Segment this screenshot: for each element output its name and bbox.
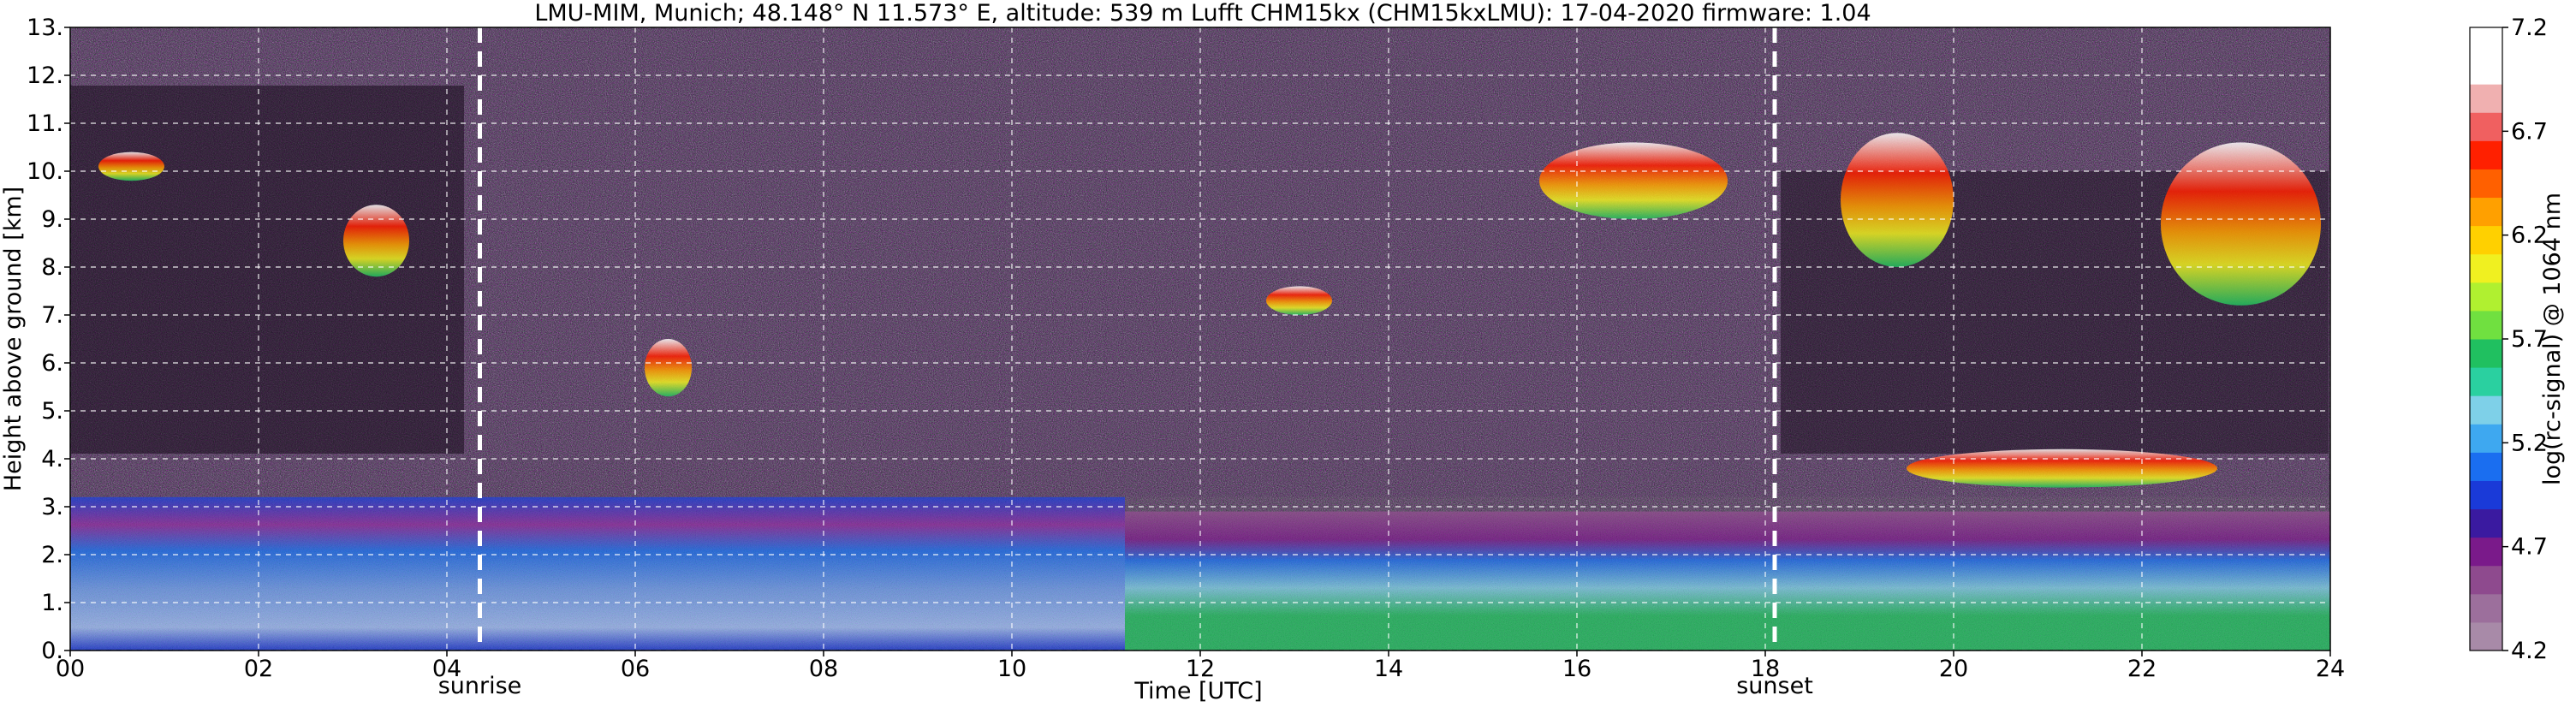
- x-tick-label: 02: [244, 656, 273, 682]
- x-tick-label: 12: [1186, 656, 1215, 682]
- y-tick-label: 7.: [41, 302, 63, 329]
- colorbar-tick-label: 4.2: [2511, 638, 2548, 664]
- x-tick-label: 10: [997, 656, 1026, 682]
- y-tick-label: 1.: [41, 590, 63, 616]
- sunrise-label: sunrise: [438, 673, 522, 699]
- y-tick-label: 6.: [41, 350, 63, 377]
- colorbar-segment: [2470, 621, 2502, 651]
- colorbar-segment: [2470, 395, 2502, 425]
- y-tick-label: 3.: [41, 494, 63, 520]
- y-tick-label: 0.: [41, 638, 63, 664]
- colorbar-segment: [2470, 537, 2502, 567]
- plot-area: sunrise sunset: [69, 27, 2331, 699]
- colorbar-tick-label: 5.7: [2511, 326, 2548, 353]
- colorbar-tick-label: 5.2: [2511, 430, 2548, 456]
- colorbar-label: log(rc-signal) @ 1064 nm: [2539, 193, 2566, 485]
- clear-sky-left: [70, 86, 464, 454]
- x-tick-label: 18: [1751, 656, 1780, 682]
- x-tick-label: 22: [2127, 656, 2157, 682]
- colorbar-segment: [2470, 339, 2502, 368]
- colorbar-tick-label: 4.7: [2511, 534, 2548, 561]
- colorbar-tick-label: 6.7: [2511, 118, 2548, 145]
- sunset-label: sunset: [1736, 673, 1813, 699]
- colorbar-segment: [2470, 112, 2502, 141]
- x-tick-label: 14: [1374, 656, 1403, 682]
- y-tick-label: 10.: [27, 158, 63, 185]
- sun-lines: sunrise sunset: [438, 27, 1813, 699]
- cloud-4: [1266, 286, 1332, 316]
- colorbar-segment: [2470, 169, 2502, 199]
- x-tick-label: 06: [621, 656, 650, 682]
- x-tick-label: 00: [56, 656, 85, 682]
- colorbar-segment: [2470, 593, 2502, 623]
- chart-title: LMU-MIM, Munich; 48.148° N 11.573° E, al…: [534, 0, 1871, 27]
- cloud-1: [98, 152, 164, 181]
- y-axis: 0. 1. 2. 3. 4. 5. 6. 7. 8. 9. 10. 11. 12. 13.: [27, 15, 70, 664]
- y-tick-label: 11.: [27, 110, 63, 137]
- y-tick-label: 13.: [27, 15, 63, 41]
- y-tick-label: 12.: [27, 62, 63, 89]
- cloud-7: [2161, 142, 2321, 306]
- colorbar-segment: [2470, 84, 2502, 113]
- colorbar-segment: [2470, 56, 2502, 85]
- x-axis-label: Time [UTC]: [1133, 678, 1262, 704]
- colorbar-segment: [2470, 508, 2502, 538]
- x-tick-label: 08: [809, 656, 838, 682]
- colorbar-segment: [2470, 452, 2502, 481]
- y-tick-label: 2.: [41, 542, 63, 568]
- cloud-3: [645, 339, 692, 397]
- colorbar-tick-label: 6.2: [2511, 223, 2548, 249]
- x-tick-label: 16: [1562, 656, 1591, 682]
- x-tick-label: 04: [432, 656, 461, 682]
- grid: [69, 27, 2331, 651]
- colorbar-segment: [2470, 27, 2502, 56]
- y-tick-label: 8.: [41, 254, 63, 281]
- cloud-5: [1539, 142, 1728, 219]
- colorbar-segment: [2470, 367, 2502, 396]
- y-tick-label: 4.: [41, 446, 63, 472]
- cloud-6: [1841, 133, 1954, 267]
- colorbar-segment: [2470, 424, 2502, 453]
- colorbar-segment: [2470, 480, 2502, 510]
- x-axis: 00 02 04 06 08 10 12 14 16 18 20 22 24: [56, 651, 2345, 682]
- colorbar-segment: [2470, 310, 2502, 340]
- colorbar: 4.2 4.7 5.2 5.7 6.2 6.7 7.2: [2469, 15, 2548, 664]
- y-tick-label: 9.: [41, 206, 63, 233]
- y-axis-label: Height above ground [km]: [0, 187, 27, 491]
- cloud-2: [343, 205, 409, 277]
- colorbar-segment: [2470, 565, 2502, 595]
- x-tick-label: 20: [1939, 656, 1968, 682]
- colorbar-tick-label: 7.2: [2511, 15, 2548, 41]
- x-tick-label: 24: [2316, 656, 2345, 682]
- y-tick-label: 5.: [41, 398, 63, 425]
- colorbar-segment: [2470, 197, 2502, 227]
- colorbar-segment: [2470, 282, 2502, 312]
- colorbar-segment: [2470, 253, 2502, 283]
- colorbar-segment: [2470, 140, 2502, 169]
- colorbar-segment: [2470, 225, 2502, 255]
